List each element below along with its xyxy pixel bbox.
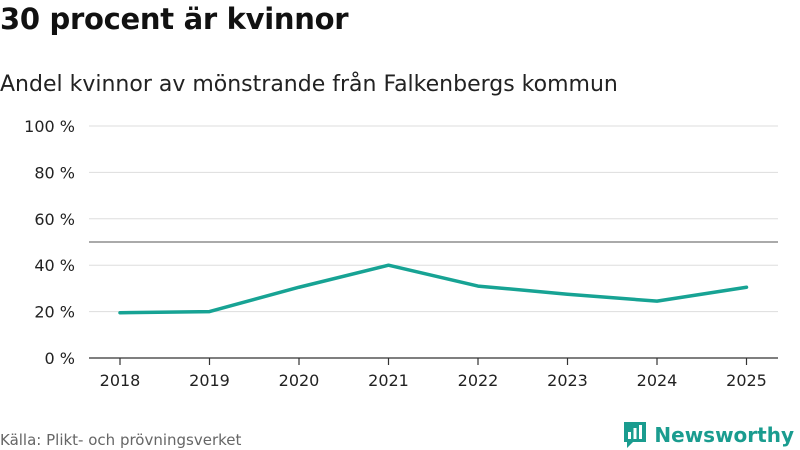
y-axis-ticks: 0 % 20 % 40 % 60 % 80 % 100 % [24,117,75,368]
x-tick-label-2025: 2025 [726,371,767,390]
brand-name: Newsworthy [654,423,794,447]
brand-logo: Newsworthy [622,420,794,450]
x-tick-label-2023: 2023 [547,371,588,390]
y-tick-label-20: 20 % [34,303,75,322]
chart-title: 30 procent är kvinnor [0,2,349,36]
y-tick-label-80: 80 % [34,163,75,182]
x-tick-label-2018: 2018 [100,371,141,390]
line-chart: 0 % 20 % 40 % 60 % 80 % 100 % 2018 2019 2020 202… [24,117,778,390]
y-tick-label-0: 0 % [45,349,75,368]
y-tick-label-100: 100 % [24,117,75,136]
x-axis: 2018 2019 2020 2021 2022 2023 2024 2025 [89,357,778,390]
gridlines [89,125,778,313]
x-tick-label-2019: 2019 [189,371,230,390]
series-layer [118,263,749,315]
x-tick-label-2022: 2022 [458,371,499,390]
series-line-0 [118,263,749,315]
x-tick-label-2020: 2020 [279,371,320,390]
chart-subtitle: Andel kvinnor av mönstrande från Falkenb… [0,72,618,97]
newsworthy-logo-icon [624,422,647,448]
x-tick-label-2021: 2021 [368,371,409,390]
y-tick-label-60: 60 % [34,210,75,229]
x-tick-label-2024: 2024 [637,371,678,390]
y-tick-label-40: 40 % [34,256,75,275]
source-note: Källa: Plikt- och prövningsverket [0,431,242,449]
